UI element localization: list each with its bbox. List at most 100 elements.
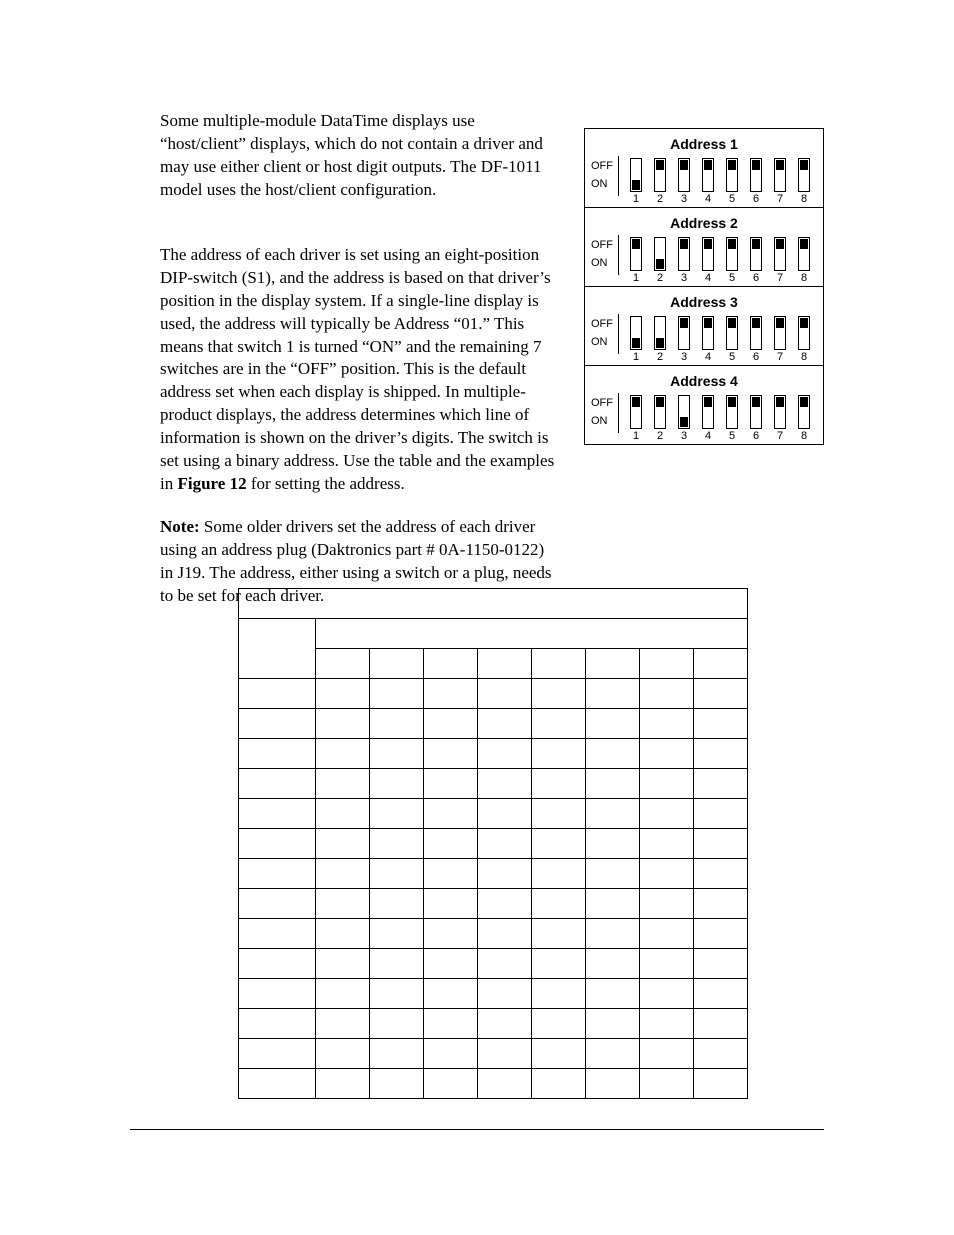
- table-cell: [316, 829, 370, 859]
- table-cell: [478, 829, 532, 859]
- switch-knob: [680, 160, 688, 170]
- table-cell: [532, 889, 586, 919]
- table-switch-header: [478, 649, 532, 679]
- switch: 3: [675, 316, 693, 363]
- table-row: [239, 919, 748, 949]
- table-cell: [424, 979, 478, 1009]
- switch: 3: [675, 158, 693, 205]
- table-cell: [586, 949, 640, 979]
- switch-number: 3: [681, 352, 687, 363]
- switch: 5: [723, 395, 741, 442]
- table-row: [239, 889, 748, 919]
- table-cell: [316, 1069, 370, 1099]
- switch-number: 4: [705, 194, 711, 205]
- table-cell: [586, 1009, 640, 1039]
- table-cell: [370, 799, 424, 829]
- switch-row: 12345678: [623, 393, 815, 442]
- switch-knob: [800, 318, 808, 328]
- switch-number: 6: [753, 352, 759, 363]
- paragraph-1: Some multiple-module DataTime displays u…: [160, 110, 560, 202]
- table-cell: [316, 919, 370, 949]
- table-switch-header: [424, 649, 478, 679]
- switch-knob: [776, 239, 784, 249]
- table-switch-header: [640, 649, 694, 679]
- table-cell: [586, 739, 640, 769]
- switch-knob: [656, 259, 664, 269]
- switch-knob: [728, 239, 736, 249]
- switch-knob: [632, 338, 640, 348]
- switch-track: [750, 158, 762, 192]
- switch-track: [702, 158, 714, 192]
- switch-track: [654, 316, 666, 350]
- dip-switch: OFFON12345678: [591, 314, 817, 363]
- table-cell: [478, 769, 532, 799]
- table-row: [239, 979, 748, 1009]
- switch-track: [750, 395, 762, 429]
- table-row: [239, 859, 748, 889]
- switch-track: [726, 316, 738, 350]
- label-on: ON: [591, 337, 616, 348]
- table-address-cell: [239, 979, 316, 1009]
- table-cell: [532, 739, 586, 769]
- table-cell: [586, 1069, 640, 1099]
- table-cell: [316, 709, 370, 739]
- label-off: OFF: [591, 398, 616, 409]
- switch-track: [726, 158, 738, 192]
- table-address-cell: [239, 859, 316, 889]
- switch: 7: [771, 395, 789, 442]
- table-cell: [478, 919, 532, 949]
- table-address-cell: [239, 799, 316, 829]
- table-cell: [370, 709, 424, 739]
- switch-knob: [776, 318, 784, 328]
- switch: 1: [627, 316, 645, 363]
- switch: 7: [771, 316, 789, 363]
- table-cell: [694, 679, 748, 709]
- switch-number: 8: [801, 273, 807, 284]
- dip-labels: OFFON: [591, 393, 619, 433]
- switch-knob: [680, 318, 688, 328]
- switch-track: [678, 316, 690, 350]
- table-cell: [316, 889, 370, 919]
- dip-labels: OFFON: [591, 314, 619, 354]
- switch-track: [630, 316, 642, 350]
- table-cell: [370, 949, 424, 979]
- table-cell: [532, 709, 586, 739]
- dip-labels: OFFON: [591, 235, 619, 275]
- table-cell: [316, 799, 370, 829]
- table-cell: [532, 1039, 586, 1069]
- table-row: [239, 1069, 748, 1099]
- switch: 3: [675, 395, 693, 442]
- table-cell: [640, 829, 694, 859]
- table-cell: [316, 979, 370, 1009]
- switch: 8: [795, 395, 813, 442]
- switch-number: 3: [681, 431, 687, 442]
- table-address-cell: [239, 679, 316, 709]
- table-address-cell: [239, 1039, 316, 1069]
- switch-knob: [704, 318, 712, 328]
- switch-number: 4: [705, 352, 711, 363]
- switch-knob: [752, 160, 760, 170]
- table-address-cell: [239, 829, 316, 859]
- switch-track: [654, 395, 666, 429]
- figure-ref: Figure 12: [177, 474, 246, 493]
- table-cell: [640, 979, 694, 1009]
- switch-number: 4: [705, 273, 711, 284]
- switch-knob: [632, 397, 640, 407]
- table-cell: [586, 919, 640, 949]
- switch: 4: [699, 395, 717, 442]
- table-cell: [586, 979, 640, 1009]
- table-cell: [640, 679, 694, 709]
- switch-knob: [632, 180, 640, 190]
- address-title: Address 3: [591, 293, 817, 312]
- left-column: Some multiple-module DataTime displays u…: [160, 110, 560, 608]
- switch-number: 5: [729, 352, 735, 363]
- address-settings-table: [238, 588, 748, 1099]
- switch-track: [798, 316, 810, 350]
- table-cell: [370, 979, 424, 1009]
- switch: 1: [627, 158, 645, 205]
- switch-knob: [656, 160, 664, 170]
- address-diagram: Address 4OFFON12345678: [585, 366, 823, 444]
- switch-track: [702, 395, 714, 429]
- switch: 2: [651, 237, 669, 284]
- table-cell: [640, 769, 694, 799]
